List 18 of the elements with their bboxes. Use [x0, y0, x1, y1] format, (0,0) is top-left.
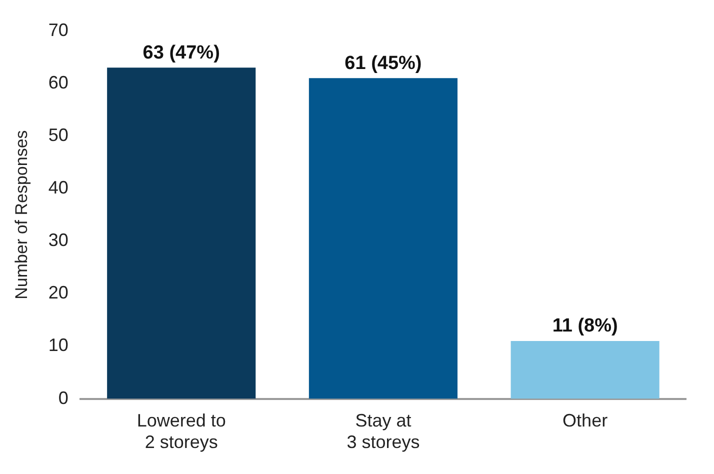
y-tick-label: 0	[58, 388, 68, 408]
bar	[308, 78, 458, 399]
bar	[107, 68, 256, 399]
x-tick-label: Other	[562, 410, 608, 431]
y-tick-label: 10	[48, 335, 68, 356]
y-tick-label: 40	[48, 177, 68, 198]
bar	[510, 340, 660, 399]
y-tick-label: 30	[48, 230, 68, 250]
y-tick-label: 50	[48, 124, 68, 145]
y-axis-title: Number of Responses	[12, 130, 31, 300]
x-tick-label: Lowered to 2 storeys	[136, 410, 226, 452]
x-tick-label: Stay at 3 storeys	[346, 410, 420, 452]
data-label: 11 (8%)	[552, 316, 618, 337]
data-label: 63 (47%)	[142, 42, 220, 64]
y-tick-label: 20	[48, 282, 68, 303]
y-tick-label: 70	[48, 20, 68, 40]
data-label: 61 (45%)	[344, 52, 422, 74]
y-tick-label: 60	[48, 72, 68, 92]
